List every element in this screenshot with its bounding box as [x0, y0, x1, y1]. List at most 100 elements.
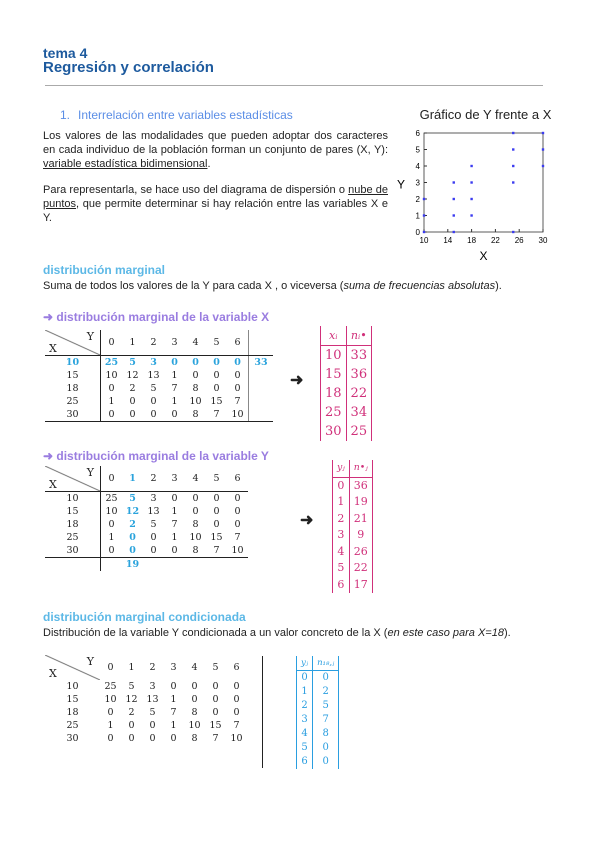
- header-row: yⱼ n•ⱼ: [332, 460, 373, 478]
- plot-frame: [423, 132, 544, 233]
- frequency-cell: 25: [105, 493, 118, 504]
- frequency-cell: 1: [171, 506, 178, 517]
- column-total: [185, 558, 206, 572]
- frequency-cell: 0: [213, 493, 220, 504]
- data-point: [452, 214, 455, 217]
- header-row: xᵢ nᵢ•: [320, 326, 373, 346]
- table-row: 15 10 12 13 1 0 0 0: [45, 505, 248, 518]
- para2-text: Para representarla, se hace uso del diag…: [43, 184, 349, 196]
- frequency-cell: 0: [213, 383, 220, 394]
- column-total: 19: [125, 559, 140, 570]
- y-header: Y: [86, 330, 94, 343]
- table-row: 30 25: [320, 422, 373, 441]
- data-point: [422, 197, 426, 201]
- column-total: [101, 558, 123, 572]
- frequency-cell: 5: [129, 493, 136, 504]
- frequency-cell: 0: [143, 408, 164, 422]
- x-header: X: [49, 342, 57, 355]
- frequency-cell: 2: [129, 519, 136, 530]
- value-cell: 30: [320, 422, 347, 441]
- table-row: 4 26: [332, 543, 373, 560]
- para1-text: Los valores de las modalidades que puede…: [43, 130, 388, 156]
- table-row: 10 25 5 3 0 0 0 0: [45, 491, 248, 505]
- row-total: [248, 395, 273, 408]
- x-value: 25: [45, 531, 101, 544]
- frequency-cell: 7: [233, 720, 240, 731]
- data-point: [541, 148, 545, 151]
- frequency-cell: 0: [150, 396, 157, 407]
- total-row: 19: [45, 557, 248, 572]
- frequency-cell: 12: [125, 694, 138, 705]
- y-value: 6: [233, 662, 240, 673]
- frequency-cell: 3: [150, 357, 157, 368]
- frequency-cell: 22: [345, 384, 373, 403]
- x-value: 10: [66, 681, 79, 692]
- frequency-cell: 9: [348, 527, 373, 544]
- x-header: X: [49, 667, 57, 680]
- conditional-text: Distribución de la variable Y condiciona…: [43, 627, 511, 639]
- x-tick-label: 22: [491, 236, 500, 245]
- table-row: 25 1 0 0 1 10 15 7: [45, 531, 248, 544]
- section-title: Interrelación entre variables estadístic…: [78, 108, 293, 122]
- data-point: [541, 164, 545, 168]
- x-tick-label: 26: [515, 236, 524, 245]
- table-row: 2 21: [332, 510, 373, 527]
- joint-table-x: Y X 0 1 2 3 4 5 6 10 25 5 3 0 0 0 0 33 15 10 12 13 1 0 0 0 18 0 2 5 7 8…: [45, 330, 273, 422]
- data-point: [452, 197, 455, 201]
- marginal-y-table: yⱼ n•ⱼ 0 36 1 19 2 21 3 9 4 26 5 22 6 17: [332, 460, 373, 593]
- frequency-cell: 10: [227, 408, 249, 422]
- column-header: nᵢ•: [345, 326, 373, 346]
- frequency-cell: 21: [348, 510, 373, 527]
- frequency-cell: 1: [108, 532, 115, 543]
- frequency-cell: 10: [105, 370, 118, 381]
- table-row: 18 0 2 5 7 8 0 0: [45, 382, 273, 395]
- frequency-cell: 36: [345, 365, 373, 384]
- data-point: [541, 131, 545, 135]
- y-value: 2: [149, 662, 156, 673]
- frequency-cell: 0: [107, 733, 114, 744]
- frequency-cell: 12: [126, 370, 139, 381]
- table-row: 0 36: [332, 477, 373, 494]
- value-cell: 10: [320, 345, 347, 365]
- frequency-cell: 0: [213, 519, 220, 530]
- frequency-cell: 10: [230, 733, 243, 744]
- value-cell: 4: [295, 727, 314, 741]
- frequency-cell: 3: [149, 681, 156, 692]
- frequency-cell: 0: [233, 707, 240, 718]
- table-row: 10 25 5 3 0 0 0 0: [45, 680, 247, 693]
- frequency-cell: 5: [149, 707, 156, 718]
- table-row: 25 1 0 0 1 10 15 7: [45, 719, 247, 732]
- frequency-cell: 0: [164, 408, 185, 422]
- value-cell: 1: [295, 685, 314, 699]
- value-cell: 1: [332, 494, 350, 511]
- frequency-cell: 36: [348, 477, 373, 494]
- table-row: 10 33: [320, 345, 373, 365]
- frequency-cell: 0: [171, 357, 178, 368]
- frequency-cell: 0: [170, 733, 177, 744]
- frequency-cell: 17: [348, 576, 373, 593]
- frequency-cell: 1: [171, 532, 178, 543]
- table-row: 25 34: [320, 403, 373, 422]
- data-point: [512, 164, 515, 168]
- column-header: n₁₈,ⱼ: [312, 656, 340, 671]
- marginal-text: Suma de todos los valores de la Y para c…: [43, 280, 502, 292]
- frequency-cell: 7: [171, 519, 178, 530]
- frequency-cell: 0: [149, 720, 156, 731]
- value-cell: 2: [295, 699, 314, 713]
- frequency-cell: 15: [210, 396, 223, 407]
- frequency-cell: 10: [105, 506, 118, 517]
- value-cell: 3: [295, 713, 314, 727]
- x-tick-label: 14: [443, 236, 452, 245]
- y-tick-label: 4: [416, 162, 421, 171]
- frequency-cell: 33: [345, 345, 373, 365]
- frequency-cell: 8: [185, 408, 206, 422]
- frequency-cell: 0: [100, 408, 122, 422]
- y-tick-label: 1: [416, 212, 421, 221]
- y-tick-label: 0: [416, 228, 421, 237]
- x-tick-label: 10: [420, 236, 429, 245]
